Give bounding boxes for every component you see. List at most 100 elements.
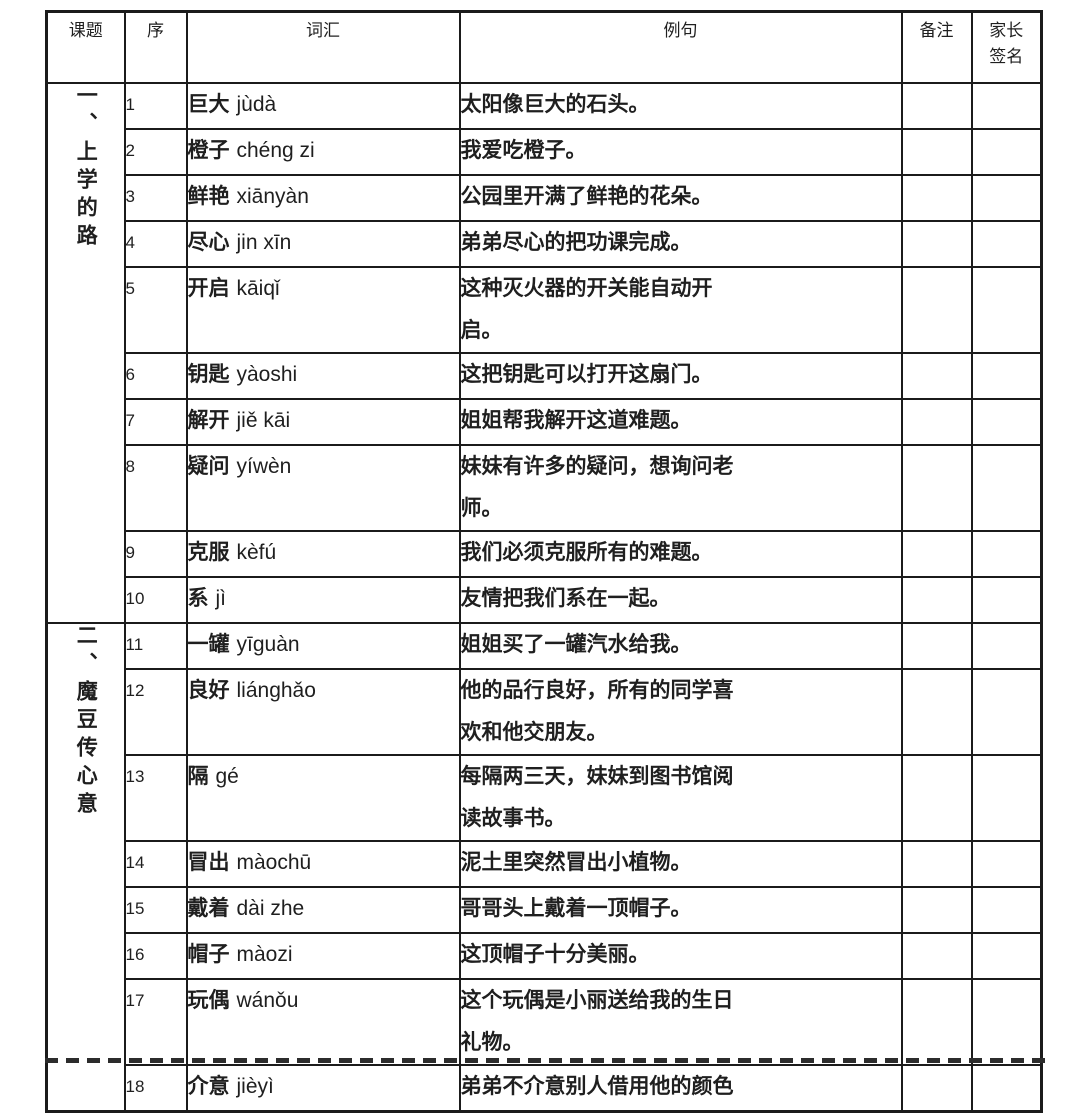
document-page: 课题 序 词汇 例句 备注 家长 签名 一、上学的路 1 巨大 jùdà 太阳像巨大…: [45, 10, 1045, 1113]
signature-cell: [970, 978, 1043, 1066]
signature-cell: [970, 622, 1043, 670]
notes-cell: [900, 1064, 973, 1113]
vocab-pinyin: jin xīn: [236, 231, 292, 254]
table-row: 3 鲜艳 xiānyàn 公园里开满了鲜艳的花朵。: [47, 174, 1043, 222]
vocab-cell: 戴着 dài zhe: [185, 886, 461, 934]
vocab-word: 解开: [187, 409, 230, 432]
sentence-cell: 友情把我们系在一起。: [458, 576, 903, 624]
sentence-cell: 每隔两三天，妹妹到图书馆阅 读故事书。: [458, 754, 903, 842]
sentence-cell: 姐姐买了一罐汽水给我。: [458, 622, 903, 670]
notes-cell: [900, 82, 973, 130]
row-number: 8: [123, 444, 188, 532]
row-number: 9: [123, 530, 188, 578]
vocab-word: 系: [187, 587, 209, 610]
sentence-cell: 姐姐帮我解开这道难题。: [458, 398, 903, 446]
vocab-cell: 系 jì: [185, 576, 461, 624]
notes-cell: [900, 668, 973, 756]
vocab-word: 介意: [187, 1075, 230, 1098]
vocab-word: 钥匙: [187, 363, 230, 386]
sentence-cell: 太阳像巨大的石头。: [458, 82, 903, 130]
vocab-pinyin: kèfú: [236, 541, 277, 564]
table-row: 7 解开 jiě kāi 姐姐帮我解开这道难题。: [47, 398, 1043, 446]
table-row: 16 帽子 màozi 这顶帽子十分美丽。: [47, 932, 1043, 980]
header-vocabulary: 词汇: [185, 10, 461, 84]
vocab-pinyin: jì: [215, 587, 227, 610]
sentence-cell: 这把钥匙可以打开这扇门。: [458, 352, 903, 400]
row-number: 2: [123, 128, 188, 176]
row-number: 11: [123, 622, 188, 670]
vocab-cell: 解开 jiě kāi: [185, 398, 461, 446]
notes-cell: [900, 266, 973, 354]
table-row: 一、上学的路 1 巨大 jùdà 太阳像巨大的石头。: [45, 82, 1043, 624]
vocab-pinyin: xiānyàn: [236, 185, 309, 208]
vocab-pinyin: jièyì: [236, 1075, 274, 1098]
header-parent-signature-line2: 签名: [989, 47, 1024, 66]
lesson-title: 一、上学的路: [74, 84, 98, 252]
header-number: 序: [123, 10, 188, 84]
signature-cell: [970, 128, 1043, 176]
table-row: 5 开启 kāiqǐ 这种灭火器的开关能自动开 启。: [47, 266, 1043, 354]
vocab-word: 巨大: [187, 93, 230, 116]
table-row: 二、魔豆传心意 11 一罐 yīguàn 姐姐买了一罐汽水给我。: [45, 622, 1043, 1113]
notes-cell: [900, 576, 973, 624]
table-row: 4 尽心 jin xīn 弟弟尽心的把功课完成。: [47, 220, 1043, 268]
vocab-word: 开启: [187, 277, 230, 300]
vocab-pinyin: yíwèn: [236, 455, 292, 478]
sentence-cell: 他的品行良好，所有的同学喜 欢和他交朋友。: [458, 668, 903, 756]
notes-cell: [900, 886, 973, 934]
notes-cell: [900, 174, 973, 222]
row-number: 17: [123, 978, 188, 1066]
vocab-cell: 尽心 jin xīn: [185, 220, 461, 268]
sentence-cell: 这顶帽子十分美丽。: [458, 932, 903, 980]
header-row: 课题 序 词汇 例句 备注 家长 签名: [45, 10, 1043, 84]
vocab-cell: 介意 jièyì: [185, 1064, 461, 1113]
signature-cell: [970, 174, 1043, 222]
sentence-cell: 泥土里突然冒出小植物。: [458, 840, 903, 888]
vocab-word: 疑问: [187, 455, 230, 478]
signature-cell: [970, 352, 1043, 400]
vocab-word: 玩偶: [187, 989, 230, 1012]
row-number: 7: [123, 398, 188, 446]
sentence-cell: 公园里开满了鲜艳的花朵。: [458, 174, 903, 222]
vocabulary-table: 课题 序 词汇 例句 备注 家长 签名 一、上学的路 1 巨大 jùdà 太阳像巨大…: [45, 10, 1043, 1113]
notes-cell: [900, 444, 973, 532]
notes-cell: [900, 978, 973, 1066]
vocab-pinyin: kāiqǐ: [236, 277, 280, 300]
lesson-cell: 二、魔豆传心意: [45, 622, 126, 1113]
sentence-cell: 哥哥头上戴着一顶帽子。: [458, 886, 903, 934]
notes-cell: [900, 530, 973, 578]
vocab-word: 良好: [187, 679, 230, 702]
vocab-cell: 疑问 yíwèn: [185, 444, 461, 532]
row-number: 18: [123, 1064, 188, 1113]
vocab-word: 橙子: [187, 139, 230, 162]
sentence-cell: 我爱吃橙子。: [458, 128, 903, 176]
header-notes: 备注: [900, 10, 973, 84]
sentence-cell: 弟弟尽心的把功课完成。: [458, 220, 903, 268]
row-number: 12: [123, 668, 188, 756]
vocab-word: 隔: [187, 765, 209, 788]
sentence-cell: 这个玩偶是小丽送给我的生日 礼物。: [458, 978, 903, 1066]
vocab-cell: 克服 kèfú: [185, 530, 461, 578]
vocab-pinyin: gé: [215, 765, 239, 788]
signature-cell: [970, 82, 1043, 130]
vocab-word: 帽子: [187, 943, 230, 966]
row-number: 3: [123, 174, 188, 222]
vocab-pinyin: jiě kāi: [236, 409, 291, 432]
header-parent-signature-line1: 家长: [989, 21, 1024, 40]
vocab-word: 克服: [187, 541, 230, 564]
vocab-pinyin: wánǒu: [236, 989, 299, 1012]
vocab-pinyin: dài zhe: [236, 897, 305, 920]
vocab-pinyin: jùdà: [236, 93, 277, 116]
sentence-cell: 这种灭火器的开关能自动开 启。: [458, 266, 903, 354]
row-number: 1: [123, 82, 188, 130]
vocab-pinyin: màochū: [236, 851, 312, 874]
vocab-pinyin: liánghǎo: [236, 679, 316, 702]
lesson-cell: 一、上学的路: [45, 82, 126, 624]
notes-cell: [900, 398, 973, 446]
header-parent-signature: 家长 签名: [970, 10, 1043, 84]
signature-cell: [970, 668, 1043, 756]
vocab-word: 尽心: [187, 231, 230, 254]
row-number: 6: [123, 352, 188, 400]
table-row: 8 疑问 yíwèn 妹妹有许多的疑问，想询问老 师。: [47, 444, 1043, 532]
table-row: 17 玩偶 wánǒu 这个玩偶是小丽送给我的生日 礼物。: [47, 978, 1043, 1066]
